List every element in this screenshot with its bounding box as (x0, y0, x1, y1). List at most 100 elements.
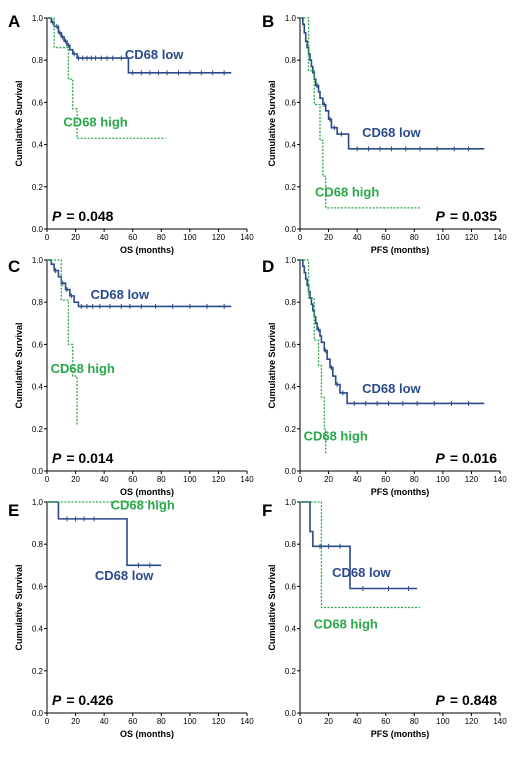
y-tick-label: 0.8 (285, 540, 297, 549)
y-tick-label: 0.4 (285, 141, 297, 150)
y-tick-label: 0.2 (285, 425, 297, 434)
p-value: P = 0.035 (436, 208, 498, 224)
x-tick-label: 60 (381, 233, 390, 242)
y-tick-label: 0.4 (32, 141, 44, 150)
x-tick-label: 80 (157, 475, 166, 484)
x-tick-label: 120 (465, 233, 479, 242)
x-axis-label: OS (months) (120, 729, 174, 739)
x-tick-label: 80 (157, 233, 166, 242)
x-axis-label: PFS (months) (371, 729, 430, 739)
x-tick-label: 100 (436, 233, 450, 242)
x-tick-label: 120 (212, 717, 226, 726)
x-tick-label: 120 (212, 475, 226, 484)
x-tick-label: 60 (128, 233, 137, 242)
x-tick-label: 20 (71, 717, 80, 726)
x-tick-label: 60 (381, 717, 390, 726)
x-tick-label: 100 (183, 475, 197, 484)
y-tick-label: 0.4 (32, 625, 44, 634)
x-tick-label: 40 (100, 475, 109, 484)
x-tick-label: 20 (71, 475, 80, 484)
series-label-cd68-low: CD68 low (95, 568, 154, 583)
p-value: P = 0.016 (436, 450, 498, 466)
y-axis-label: Cumulative Survival (14, 322, 24, 408)
km-curve-cd68-high (47, 17, 166, 139)
y-tick-label: 0.6 (285, 98, 297, 107)
y-axis-label: Cumulative Survival (267, 322, 277, 408)
x-axis-label: PFS (months) (371, 487, 430, 497)
series-label-cd68-high: CD68 high (304, 428, 368, 443)
x-tick-label: 140 (240, 233, 254, 242)
y-tick-label: 0.6 (285, 582, 297, 591)
x-tick-label: 80 (410, 717, 419, 726)
y-tick-label: 0.2 (285, 183, 297, 192)
x-tick-label: 120 (465, 475, 479, 484)
y-tick-label: 1.0 (285, 14, 297, 23)
x-tick-label: 100 (183, 233, 197, 242)
panel-letter: F (262, 501, 272, 520)
y-tick-label: 1.0 (32, 14, 44, 23)
x-tick-label: 0 (298, 717, 303, 726)
x-tick-label: 80 (157, 717, 166, 726)
series-label-cd68-low: CD68 low (91, 287, 150, 302)
x-tick-label: 140 (493, 475, 507, 484)
x-axis-label: OS (months) (120, 487, 174, 497)
y-tick-label: 0.0 (285, 467, 297, 476)
x-tick-label: 40 (353, 717, 362, 726)
y-tick-label: 0.8 (32, 540, 44, 549)
y-tick-label: 0.8 (32, 298, 44, 307)
series-label-cd68-low: CD68 low (362, 125, 421, 140)
y-tick-label: 0.4 (285, 383, 297, 392)
km-curve-cd68-low (300, 17, 485, 150)
series-label-cd68-high: CD68 high (314, 617, 378, 632)
x-tick-label: 0 (45, 717, 50, 726)
panel-letter: E (8, 501, 19, 520)
km-curve-cd68-low (47, 501, 162, 567)
km-panel-f: F 0 20 40 60 80 100 120 140 0.0 0.2 0.4 0.6 0.8 1.0 PFS… (262, 498, 507, 739)
x-tick-label: 80 (410, 475, 419, 484)
y-tick-label: 0.6 (32, 340, 44, 349)
series-label-cd68-high: CD68 high (51, 361, 115, 376)
y-tick-label: 1.0 (285, 256, 297, 265)
x-tick-label: 0 (298, 475, 303, 484)
y-tick-label: 0.8 (285, 298, 297, 307)
y-tick-label: 0.2 (32, 667, 44, 676)
y-tick-label: 0.0 (285, 225, 297, 234)
x-tick-label: 80 (410, 233, 419, 242)
x-tick-label: 60 (381, 475, 390, 484)
x-tick-label: 100 (436, 717, 450, 726)
p-value: P = 0.048 (52, 208, 114, 224)
series-label-cd68-high: CD68 high (315, 184, 379, 199)
y-axis-label: Cumulative Survival (267, 80, 277, 166)
x-tick-label: 100 (436, 475, 450, 484)
km-curve-cd68-low (300, 259, 485, 405)
x-tick-label: 20 (324, 475, 333, 484)
y-tick-label: 0.6 (285, 340, 297, 349)
x-tick-label: 40 (353, 233, 362, 242)
y-tick-label: 0.0 (285, 709, 297, 718)
y-axis-label: Cumulative Survival (14, 564, 24, 650)
x-tick-label: 0 (298, 233, 303, 242)
x-axis-label: OS (months) (120, 245, 174, 255)
panel-letter: B (262, 12, 274, 31)
km-curve-cd68-low (300, 501, 418, 590)
km-curve-cd68-high (300, 259, 327, 455)
panel-letter: A (8, 12, 20, 31)
y-tick-label: 0.0 (32, 709, 44, 718)
x-tick-label: 140 (240, 475, 254, 484)
series-label-cd68-high: CD68 high (63, 115, 127, 130)
km-panel-c: C 0 20 40 60 80 100 120 140 0.0 0.2 0.4 0.6 0.8 1.0 OS … (8, 256, 254, 497)
x-tick-label: 140 (493, 233, 507, 242)
km-panel-d: D 0 20 40 60 80 100 120 140 0.0 0.2 0.4 0.6 0.8 1.0 PFS… (262, 256, 507, 497)
y-axis-label: Cumulative Survival (14, 80, 24, 166)
x-tick-label: 140 (493, 717, 507, 726)
y-tick-label: 0.2 (285, 667, 297, 676)
y-tick-label: 1.0 (32, 256, 44, 265)
y-tick-label: 0.8 (32, 56, 44, 65)
y-tick-label: 0.6 (32, 98, 44, 107)
x-tick-label: 60 (128, 717, 137, 726)
x-tick-label: 120 (212, 233, 226, 242)
km-curve-cd68-high (47, 259, 78, 425)
panel-letter: C (8, 257, 20, 276)
km-curve-cd68-low (47, 259, 232, 308)
